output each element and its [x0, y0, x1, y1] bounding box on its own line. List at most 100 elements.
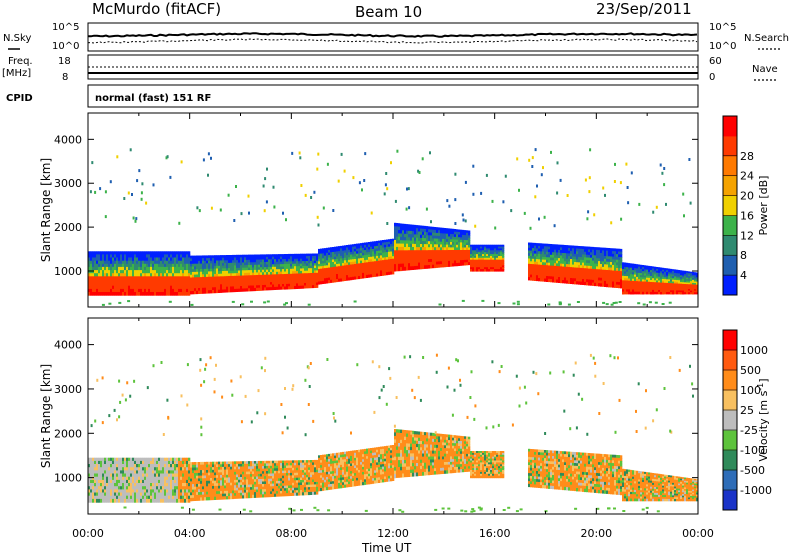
heatmap-cell: [644, 271, 647, 274]
heatmap-cell: [644, 291, 647, 295]
heatmap-cell: [542, 278, 545, 282]
power-heatmap: [88, 148, 699, 306]
heatmap-cell: [536, 261, 539, 266]
heatmap-cell: [214, 284, 217, 288]
heatmap-cell: [120, 266, 123, 271]
heatmap-cell: [666, 273, 669, 277]
heatmap-cell: [596, 255, 599, 259]
heatmap-cell: [642, 287, 645, 291]
heatmap-cell: [268, 267, 271, 271]
heatmap-cell: [466, 247, 469, 251]
heatmap-cell: [176, 292, 179, 296]
heatmap-cell: [126, 483, 129, 487]
heatmap-cell: [214, 255, 217, 259]
heatmap-cell: [208, 266, 211, 270]
heatmap-cell: [612, 284, 615, 288]
heatmap-cell: [538, 267, 541, 271]
heatmap-cell: [100, 473, 103, 478]
heatmap-cell: [154, 282, 157, 287]
heatmap-cell: [100, 292, 103, 296]
heatmap-cell: [140, 498, 143, 503]
heatmap-cell: [302, 261, 305, 265]
heatmap-cell: [144, 467, 147, 471]
heatmap-cell: [362, 250, 365, 254]
heatmap-cell: [468, 237, 471, 241]
heatmap-cell: [222, 271, 225, 275]
heatmap-cell: [656, 272, 659, 276]
heatmap-cell: [114, 276, 117, 280]
heatmap-cell: [314, 263, 317, 267]
heatmap-cell: [198, 290, 201, 294]
heatmap-cell: [256, 257, 259, 261]
heatmap-cell: [352, 254, 355, 258]
heatmap-cell: [332, 274, 335, 278]
heatmap-cell: [100, 251, 103, 255]
heatmap-cell: [116, 460, 119, 465]
heatmap-cell: [642, 289, 645, 293]
heatmap-cell: [299, 156, 302, 160]
heatmap-cell: [214, 265, 217, 270]
heatmap-cell: [370, 264, 373, 268]
heatmap-cell: [612, 248, 615, 252]
heatmap-cell: [284, 284, 287, 288]
heatmap-cell: [454, 172, 457, 176]
heatmap-cell: [374, 256, 377, 260]
heatmap-cell: [646, 279, 649, 283]
heatmap-cell: [560, 274, 563, 278]
heatmap-cell: [652, 291, 655, 295]
heatmap-cell: [446, 250, 449, 254]
heatmap-cell: [558, 266, 561, 270]
heatmap-cell: [138, 251, 141, 255]
heatmap-cell: [586, 246, 589, 250]
heatmap-cell: [364, 260, 367, 264]
heatmap-cell: [304, 265, 307, 269]
heatmap-cell: [228, 273, 231, 277]
heatmap-cell: [546, 246, 549, 250]
heatmap-cell: [164, 270, 167, 274]
heatmap-cell: [578, 270, 581, 274]
heatmap-cell: [692, 271, 695, 275]
heatmap-cell: [390, 161, 392, 165]
heatmap-cell: [122, 489, 125, 494]
heatmap-cell: [606, 258, 609, 263]
heatmap-cell: [552, 246, 555, 251]
heatmap-cell: [550, 270, 553, 275]
heatmap-cell: [582, 249, 585, 253]
heatmap-cell: [266, 261, 269, 265]
heatmap-cell: [110, 285, 113, 290]
heatmap-cell: [98, 273, 101, 277]
heatmap-cell: [222, 268, 225, 272]
heatmap-cell: [118, 476, 121, 481]
heatmap-cell: [326, 162, 329, 166]
heatmap-cell: [148, 464, 151, 468]
heatmap-cell: [436, 264, 439, 268]
heatmap-cell: [372, 251, 375, 255]
heatmap-cell: [122, 260, 125, 265]
heatmap-cell: [632, 276, 635, 280]
heatmap-cell: [676, 290, 679, 293]
heatmap-cell: [110, 263, 113, 268]
heatmap-cell: [168, 457, 171, 462]
heatmap-cell: [380, 240, 383, 244]
heatmap-cell: [410, 253, 413, 258]
heatmap-cell: [446, 241, 449, 246]
heatmap-cell: [404, 256, 407, 261]
heatmap-cell: [116, 492, 119, 497]
heatmap-cell: [618, 268, 621, 272]
heatmap-cell: [436, 258, 439, 263]
heatmap-cell: [484, 252, 487, 255]
heatmap-cell: [572, 261, 575, 266]
heatmap-cell: [536, 272, 539, 276]
heatmap-cell: [404, 260, 407, 265]
heatmap-cell: [110, 257, 113, 262]
heatmap-cell: [268, 259, 271, 263]
heatmap-cell: [394, 257, 397, 262]
heatmap-cell: [462, 232, 465, 236]
heatmap-cell: [104, 489, 107, 494]
heatmap-cell: [466, 235, 469, 239]
heatmap-cell: [450, 258, 453, 262]
heatmap-cell: [104, 190, 107, 194]
heatmap-cell: [558, 277, 561, 281]
heatmap-cell: [620, 285, 623, 289]
heatmap-cell: [154, 285, 157, 290]
